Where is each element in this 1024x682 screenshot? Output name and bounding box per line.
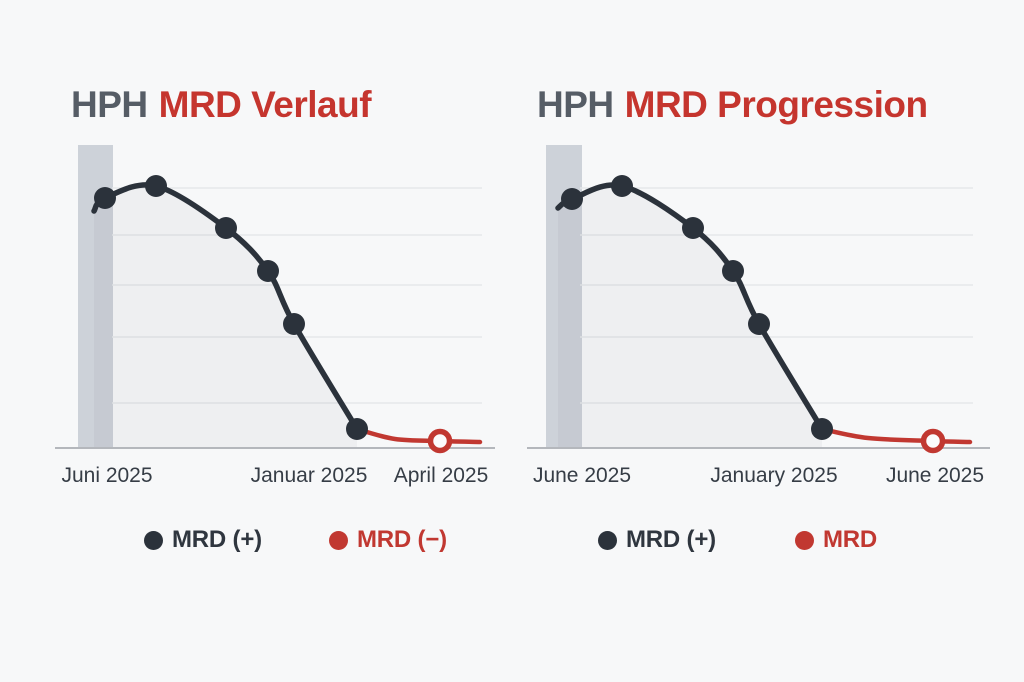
legend-dot-icon bbox=[144, 530, 163, 550]
title-highlight: MRD Verlauf bbox=[158, 84, 372, 125]
series-line-mrd-negative bbox=[354, 426, 483, 445]
x-tick-label: January 2025 bbox=[710, 464, 838, 487]
legend-label: MRD (+) bbox=[626, 526, 716, 553]
data-point-mrd-positive bbox=[283, 313, 305, 335]
x-tick-label: April 2025 bbox=[393, 464, 489, 487]
data-point-mrd-positive bbox=[94, 187, 116, 209]
x-tick-label: Januar 2025 bbox=[250, 464, 368, 487]
chart-title-left: HPH MRD Verlauf bbox=[71, 84, 372, 126]
data-point-mrd-positive bbox=[611, 175, 633, 197]
legend-dot-icon bbox=[598, 530, 617, 550]
legend-item-mrd-positive: MRD (+) bbox=[598, 526, 716, 554]
data-point-mrd-negative bbox=[920, 428, 946, 454]
title-highlight: MRD Progression bbox=[624, 84, 928, 125]
series-line-mrd-negative bbox=[819, 426, 973, 445]
legend-item-mrd: MRD bbox=[795, 526, 877, 554]
data-point-mrd-positive bbox=[722, 260, 744, 282]
x-tick-label: June 2025 bbox=[885, 464, 985, 487]
x-tick-label: Juni 2025 bbox=[61, 464, 153, 487]
legend-item-mrd-negative: MRD (−) bbox=[329, 526, 447, 554]
line-chart-right bbox=[527, 145, 990, 454]
under-curve-fill bbox=[94, 184, 357, 448]
legend-label: MRD bbox=[823, 526, 878, 553]
legend-dot-icon bbox=[329, 530, 348, 550]
data-point-mrd-positive bbox=[682, 217, 704, 239]
legend-label: MRD (+) bbox=[172, 526, 262, 553]
x-tick-label: June 2025 bbox=[532, 464, 632, 487]
title-prefix: HPH bbox=[71, 84, 148, 125]
legend-dot-icon bbox=[795, 530, 814, 550]
under-curve-fill bbox=[558, 185, 822, 448]
data-point-mrd-positive bbox=[346, 418, 368, 440]
data-point-mrd-positive bbox=[257, 260, 279, 282]
data-point-mrd-negative bbox=[427, 428, 453, 454]
data-point-mrd-positive bbox=[145, 175, 167, 197]
data-point-mrd-positive bbox=[561, 188, 583, 210]
legend-item-mrd-positive: MRD (+) bbox=[144, 526, 262, 554]
chart-title-right: HPH MRD Progression bbox=[537, 84, 928, 126]
data-point-mrd-positive bbox=[811, 418, 833, 440]
title-prefix: HPH bbox=[537, 84, 614, 125]
data-point-mrd-positive bbox=[748, 313, 770, 335]
data-point-mrd-positive bbox=[215, 217, 237, 239]
legend-label: MRD (−) bbox=[357, 526, 447, 553]
line-chart-left bbox=[55, 145, 495, 454]
